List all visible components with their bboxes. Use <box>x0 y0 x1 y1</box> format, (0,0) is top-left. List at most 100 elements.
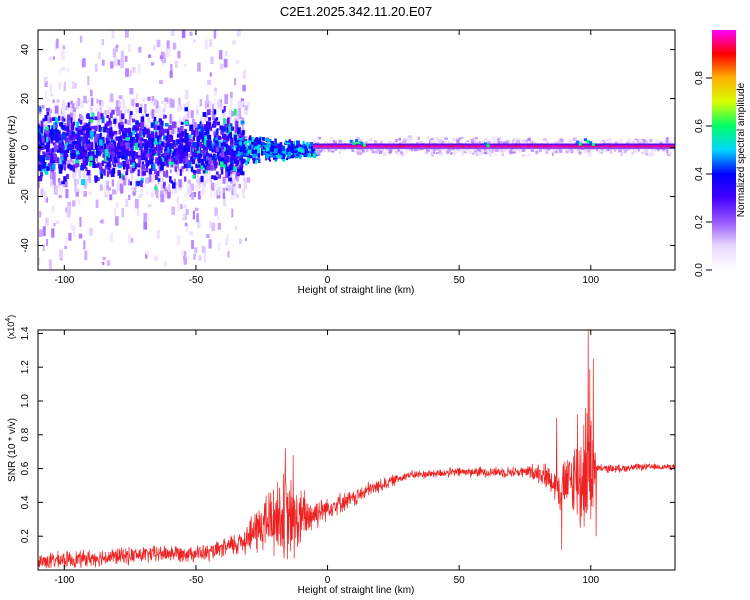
spectrogram-cell <box>463 150 466 154</box>
spectrogram-cell <box>209 190 213 198</box>
spectrogram-cell <box>151 187 154 194</box>
spectrogram-cell <box>230 91 233 99</box>
spectrogram-cell <box>138 107 143 114</box>
spectrogram-cell <box>555 141 558 145</box>
spectrogram-cell <box>191 129 194 135</box>
spectrogram-cell <box>148 146 151 152</box>
spectrogram-cell <box>221 154 225 158</box>
spectrogram-cell <box>213 121 217 128</box>
spectrogram-cell <box>75 159 80 164</box>
spectrogram-cell <box>141 184 146 189</box>
spectrogram-cell <box>78 136 82 143</box>
spectrogram-cell <box>466 141 470 145</box>
spectrogram-cell <box>171 182 176 189</box>
spectrogram-cell <box>119 140 124 147</box>
spectrogram-cell <box>233 186 237 197</box>
spectrogram-cell <box>121 145 125 151</box>
spectrogram-cell <box>472 138 477 141</box>
spectrogram-cell <box>73 134 78 138</box>
spectrogram-cell <box>195 185 198 191</box>
spectrogram-cell <box>645 150 649 154</box>
spectrogram-cell <box>88 191 92 196</box>
spectrogram-cell <box>40 133 43 140</box>
spectrogram-cell <box>38 128 41 132</box>
spectrogram-cell <box>371 150 375 154</box>
spectrogram-cell <box>370 148 374 151</box>
spectrogram-cell <box>65 174 70 180</box>
spectrogram-cell <box>38 175 43 182</box>
spectrogram-cell <box>50 136 54 142</box>
spectrogram-cell <box>304 145 307 151</box>
spectrogram-cell <box>309 149 312 154</box>
spectrogram-cell <box>148 54 152 58</box>
spectrogram-cell <box>83 179 88 189</box>
spectrogram-cell <box>188 142 192 147</box>
spectrogram-cell <box>152 163 156 171</box>
spectrogram-cell <box>584 139 589 144</box>
spectrogram-cell <box>295 154 299 157</box>
spectrogram-cell <box>86 139 90 144</box>
spectrogram-cell <box>200 134 204 140</box>
spectrogram-cell <box>77 97 81 107</box>
spectrogram-cell <box>177 202 180 212</box>
spectrogram-cell <box>211 182 215 191</box>
spectrogram-cell <box>90 97 94 107</box>
spectrogram-cell <box>128 194 131 201</box>
spectrogram-cell <box>102 261 105 265</box>
spectrogram-cell <box>106 121 110 127</box>
spectrogram-cell <box>208 134 212 141</box>
spectrogram-cell <box>137 149 140 155</box>
spectrogram-cell <box>83 191 87 197</box>
y-tick-label: 1.2 <box>20 360 31 374</box>
spectrogram-cell <box>208 121 212 128</box>
spectrogram-cell <box>118 122 122 129</box>
spectrogram-cell <box>202 145 206 153</box>
spectrogram-cell <box>86 157 89 163</box>
spectrogram-cell <box>258 143 263 148</box>
spectrogram-cell <box>47 116 51 124</box>
spectrogram-cell <box>46 98 50 102</box>
spectrogram-cell <box>318 136 322 140</box>
spectrogram-cell <box>251 141 255 145</box>
spectrogram-cell <box>95 163 99 168</box>
spectrogram-cell <box>666 137 669 141</box>
spectrogram-cell <box>297 147 302 152</box>
spectrogram-cell <box>140 154 144 159</box>
spectrogram-cell <box>58 147 62 152</box>
spectrogram-cell <box>461 148 466 153</box>
spectrogram-cell <box>131 119 135 128</box>
spectrogram-cell <box>600 140 605 144</box>
spectrogram-cell <box>137 143 140 147</box>
spectrogram-cell <box>206 234 210 238</box>
spectrogram-cell <box>99 117 104 125</box>
spectrogram-cell <box>313 139 317 143</box>
spectrogram-cell <box>125 199 129 208</box>
spectrogram-cell <box>119 135 123 143</box>
spectrogram-cell <box>178 185 183 191</box>
spectrogram-cell <box>477 148 481 151</box>
spectrogram-cell <box>54 186 58 194</box>
spectrogram-cell <box>143 138 147 144</box>
spectrogram-cell <box>168 149 172 153</box>
spectrogram-cell <box>173 178 176 185</box>
spectrogram-cell <box>163 114 166 119</box>
spectrogram-cell <box>311 146 314 151</box>
spectrogram-cell <box>591 143 595 147</box>
spectrogram-cell <box>112 151 116 159</box>
spectrogram-cell <box>45 77 49 82</box>
colorbar: 0.00.20.40.60.8 Normalized spectral ampl… <box>694 30 747 277</box>
spectrogram-cell <box>398 142 403 145</box>
spectrogram-cell <box>75 101 79 109</box>
spectrogram-cell <box>195 207 199 212</box>
spectrogram-cell <box>233 108 237 116</box>
spectrogram-cell <box>106 170 110 177</box>
spectrogram-cell <box>361 148 365 153</box>
spectrogram-cell <box>198 126 202 131</box>
spectrogram-cell <box>613 149 617 152</box>
spectrogram-cell <box>514 138 518 141</box>
spectrogram-cell <box>250 151 255 154</box>
spectrogram-cell <box>574 142 577 145</box>
spectrogram-cell <box>233 134 237 140</box>
spectrogram-cell <box>106 114 110 119</box>
spectrogram-cell <box>77 144 80 151</box>
